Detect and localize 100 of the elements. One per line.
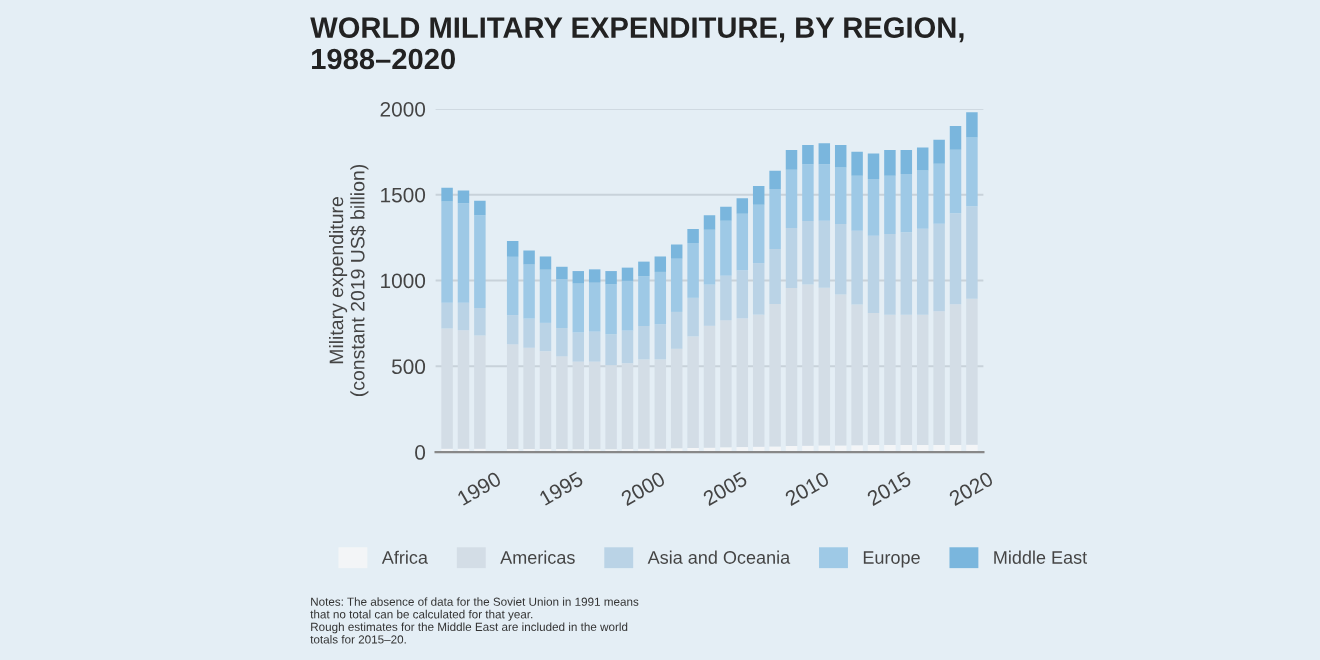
bar: [588, 269, 601, 283]
bar: [867, 235, 880, 313]
bar: [736, 270, 749, 319]
bar: [457, 302, 470, 331]
bar: [966, 112, 978, 138]
bar: [539, 256, 552, 270]
x-tick-label: 1990: [456, 471, 503, 506]
bar: [687, 297, 699, 337]
bar: [933, 139, 945, 164]
legend-label: Americas: [500, 550, 575, 564]
x-tick-label: 2015: [866, 471, 913, 507]
bar: [785, 150, 798, 170]
bar: [687, 242, 699, 298]
bar: [818, 164, 831, 221]
bar: [834, 224, 847, 295]
bar: [588, 331, 601, 362]
bar: [474, 307, 486, 336]
bar: [900, 173, 913, 233]
y-tick-label: 1000: [381, 273, 426, 289]
bar: [670, 258, 683, 312]
x-tick-label: 2005: [702, 471, 749, 507]
bar: [769, 249, 781, 305]
legend-label: Africa: [381, 550, 428, 564]
legend-label: Asia and Oceania: [647, 550, 791, 564]
x-tick-label: 2000: [620, 471, 667, 507]
bar: [556, 328, 568, 357]
bar: [670, 244, 683, 259]
bar: [506, 256, 519, 316]
bar: [523, 250, 535, 265]
bar: [785, 227, 798, 289]
bar: [916, 170, 929, 229]
bar: [703, 229, 716, 285]
bar: [539, 322, 552, 352]
bar: [785, 169, 798, 228]
bar: [851, 175, 863, 231]
bar: [457, 190, 470, 204]
bar: [506, 241, 519, 257]
bar: [884, 175, 896, 234]
bar: [703, 284, 716, 326]
bar: [834, 167, 847, 225]
bar: [949, 126, 962, 150]
bar: [884, 234, 896, 315]
bar: [752, 186, 765, 205]
bar: [441, 302, 453, 329]
bar: [720, 220, 732, 276]
bar: [523, 264, 535, 319]
bar: [474, 200, 486, 216]
bar: [556, 279, 568, 329]
bar: [769, 189, 781, 250]
bar: [900, 232, 913, 315]
bar: [588, 282, 601, 332]
bar: [687, 229, 699, 243]
bar: [949, 213, 962, 305]
bar: [769, 170, 781, 190]
bar: [720, 275, 732, 321]
bar: [572, 332, 585, 362]
bar: [506, 315, 519, 345]
bar: [605, 334, 617, 366]
bar: [457, 203, 470, 303]
bar: [736, 213, 749, 271]
bar: [605, 284, 617, 335]
bar: [867, 153, 880, 180]
bar: [654, 256, 667, 272]
bar: [818, 143, 831, 165]
y-tick-label: 2000: [380, 101, 426, 117]
bar: [851, 151, 863, 176]
bar: [572, 283, 585, 333]
y-axis-title: Military expenditure (constant 2019 US$ billion): [329, 164, 369, 397]
bar: [916, 228, 929, 315]
bar: [802, 220, 814, 285]
bar: [523, 318, 535, 348]
x-tick-label: 2020: [948, 471, 995, 507]
bar: [949, 149, 962, 214]
bar: [703, 215, 716, 230]
bar: [769, 446, 781, 453]
legend-label: Europe: [863, 551, 920, 568]
y-tick-label: 500: [391, 359, 426, 375]
y-tick-label: 0: [415, 445, 426, 460]
bar: [654, 324, 667, 360]
bar: [720, 206, 732, 221]
bar: [621, 280, 634, 331]
chart-title: WORLD MILITARY EXPENDITURE, BY REGION, 1988–2020: [310, 17, 964, 70]
bar: [851, 445, 863, 453]
legend-label: Middle East: [994, 550, 1088, 564]
bar: [638, 261, 650, 277]
bar: [441, 201, 453, 303]
bar: [851, 230, 863, 305]
x-tick-label: 2010: [784, 471, 831, 507]
bar: [884, 150, 896, 176]
bar: [900, 150, 913, 174]
bar: [736, 198, 749, 214]
bar: [933, 163, 945, 224]
bar: [752, 204, 765, 264]
bar: [474, 215, 486, 308]
bar: [834, 144, 847, 168]
bar: [802, 164, 814, 221]
bar: [556, 266, 568, 280]
bar: [802, 144, 814, 165]
bar: [654, 271, 667, 325]
bar: [916, 147, 929, 171]
